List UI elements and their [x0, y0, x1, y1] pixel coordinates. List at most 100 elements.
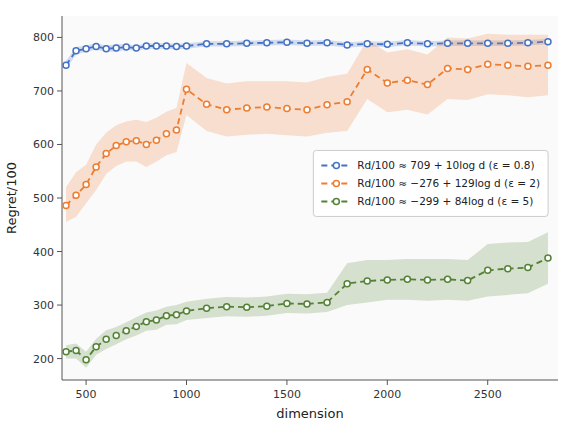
data-point	[264, 40, 270, 46]
y-tick	[57, 37, 62, 38]
data-point	[63, 62, 69, 68]
y-tick	[57, 251, 62, 252]
data-point	[284, 106, 290, 112]
data-point	[324, 102, 330, 108]
data-point	[173, 312, 179, 318]
data-point	[73, 348, 79, 354]
data-point	[184, 43, 190, 49]
y-tick-label: 800	[33, 31, 54, 44]
data-point	[224, 107, 230, 113]
data-point	[163, 131, 169, 137]
series-line	[66, 64, 548, 205]
data-point	[93, 344, 99, 350]
data-point	[123, 139, 129, 145]
data-point	[424, 82, 430, 88]
data-point	[344, 99, 350, 105]
axes: 2003004005006007008005001000150020002500	[33, 16, 558, 401]
data-point	[83, 182, 89, 188]
x-tick	[86, 380, 87, 385]
data-point	[304, 107, 310, 113]
data-point	[133, 138, 139, 144]
data-point	[404, 276, 410, 282]
data-point	[103, 46, 109, 52]
data-point	[153, 43, 159, 49]
data-point	[525, 63, 531, 69]
data-point	[133, 323, 139, 329]
data-point	[304, 40, 310, 46]
data-point	[384, 277, 390, 283]
data-point	[424, 41, 430, 47]
data-point	[184, 308, 190, 314]
x-tick	[186, 380, 187, 385]
legend-marker	[333, 162, 339, 168]
data-point	[244, 40, 250, 46]
legend-label: Rd/100 ≈ −276 + 129log d (ε = 2)	[357, 177, 540, 189]
chart: 2003004005006007008005001000150020002500…	[0, 0, 574, 428]
y-tick-label: 600	[33, 138, 54, 151]
data-point	[525, 40, 531, 46]
data-point	[264, 303, 270, 309]
data-point	[485, 267, 491, 273]
data-point	[93, 164, 99, 170]
data-point	[103, 336, 109, 342]
data-point	[63, 202, 69, 208]
x-tick-label: 2000	[373, 388, 401, 401]
data-point	[83, 357, 89, 363]
data-point	[344, 42, 350, 48]
y-tick	[57, 305, 62, 306]
x-tick-label: 1500	[273, 388, 301, 401]
data-point	[384, 80, 390, 86]
data-point	[545, 62, 551, 68]
data-point	[364, 278, 370, 284]
data-point	[485, 61, 491, 67]
data-point	[424, 277, 430, 283]
data-point	[163, 43, 169, 49]
legend-marker	[333, 198, 339, 204]
data-point	[103, 151, 109, 157]
data-point	[364, 67, 370, 73]
data-point	[445, 40, 451, 46]
data-point	[505, 40, 511, 46]
y-tick-label: 500	[33, 192, 54, 205]
data-point	[445, 65, 451, 71]
data-point	[73, 192, 79, 198]
data-point	[204, 305, 210, 311]
data-point	[244, 304, 250, 310]
data-point	[465, 277, 471, 283]
data-point	[324, 299, 330, 305]
data-point	[465, 40, 471, 46]
data-point	[73, 48, 79, 54]
data-point	[143, 319, 149, 325]
x-tick-label: 1000	[173, 388, 201, 401]
legend-label: Rd/100 ≈ −299 + 84log d (ε = 5)	[357, 195, 533, 207]
data-point	[545, 255, 551, 261]
data-point	[284, 39, 290, 45]
x-tick-label: 2500	[474, 388, 502, 401]
data-point	[153, 317, 159, 323]
data-point	[113, 333, 119, 339]
confidence-band	[66, 34, 548, 222]
data-point	[204, 41, 210, 47]
y-axis-label: Regret/100	[4, 162, 19, 234]
data-point	[445, 276, 451, 282]
x-tick-label: 500	[76, 388, 97, 401]
legend-label: Rd/100 ≈ 709 + 10log d (ε = 0.8)	[357, 159, 534, 171]
data-point	[324, 40, 330, 46]
legend: Rd/100 ≈ 709 + 10log d (ε = 0.8) Rd/100 ≈…	[313, 150, 548, 216]
y-tick-label: 700	[33, 85, 54, 98]
data-point	[404, 77, 410, 83]
legend-marker	[333, 180, 339, 186]
data-point	[525, 265, 531, 271]
x-tick	[286, 380, 287, 385]
x-tick	[487, 380, 488, 385]
plot-background	[62, 16, 558, 380]
data-point	[545, 39, 551, 45]
x-axis-line	[62, 380, 558, 381]
confidence-band	[66, 232, 548, 367]
y-tick-label: 300	[33, 299, 54, 312]
series-line	[66, 258, 548, 360]
data-point	[143, 43, 149, 49]
data-point	[173, 127, 179, 133]
data-point	[153, 137, 159, 143]
data-point	[485, 40, 491, 46]
